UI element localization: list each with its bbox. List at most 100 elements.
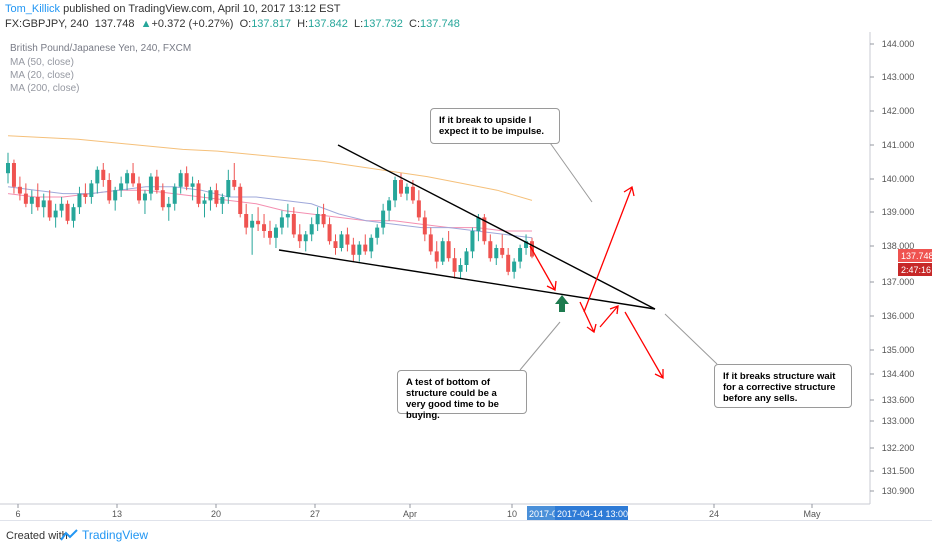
candle-body: [279, 217, 284, 228]
ma20-line: [7, 186, 533, 239]
countdown-tag: [898, 263, 932, 276]
candle-body: [113, 190, 118, 201]
grid: [0, 32, 932, 520]
crosshair-time-tag: 2017-0 2017-04-14 13:00:00: [527, 506, 641, 520]
candle-body: [262, 224, 267, 231]
projection-arrow-retest[interactable]: [599, 305, 619, 328]
last-price-tag-text: 137.748: [901, 251, 932, 261]
candle-body: [184, 173, 189, 187]
arrowhead: [609, 305, 619, 315]
tradingview-logo-icon: [60, 529, 78, 541]
projection-arrow-break-down[interactable]: [579, 301, 595, 333]
candle-body: [17, 186, 22, 194]
candle-body: [273, 227, 278, 238]
candle-body: [208, 190, 213, 201]
candle-body: [59, 203, 64, 211]
open-value: 137.817: [251, 18, 291, 30]
candle-body: [500, 248, 505, 255]
candle-body: [148, 176, 153, 194]
candle-body: [190, 183, 195, 187]
candle-body: [160, 190, 165, 208]
trendline-drawings[interactable]: [278, 139, 718, 371]
projection-arrow-final-down[interactable]: [624, 311, 664, 379]
buy-arrow-icon: [555, 295, 569, 312]
candle-body: [470, 231, 475, 252]
time-axis[interactable]: 6 13 20 27 Apr 10 24 May: [15, 504, 821, 519]
price-chart[interactable]: 144.000 143.000 142.000 141.000 140.000 139.0…: [0, 32, 932, 520]
time-tick-label: 10: [507, 509, 517, 519]
brand-label: TradingView: [82, 528, 149, 542]
up-arrow-icon: ▲: [140, 18, 152, 30]
candle-body: [458, 265, 463, 272]
price-tick-label: 135.000: [882, 345, 915, 355]
candle-body: [238, 186, 243, 214]
projection-arrows[interactable]: [529, 185, 664, 380]
candle-body: [95, 169, 100, 184]
candle-body: [29, 197, 34, 204]
candle-body: [291, 214, 296, 235]
candle-body: [416, 200, 421, 218]
candle-body: [333, 241, 338, 248]
price-axis[interactable]: 144.000 143.000 142.000 141.000 140.000 139.0…: [870, 39, 914, 496]
candle-body: [214, 190, 219, 204]
low-label: L:: [353, 18, 364, 30]
crosshair-date-partial: 2017-0: [529, 509, 557, 519]
callout-breaks[interactable]: If it breaks structure wait for a correc…: [714, 364, 852, 408]
candle-body: [512, 261, 517, 272]
candle-body: [309, 224, 314, 235]
candle-body: [464, 251, 469, 265]
time-tick-label: 27: [310, 509, 320, 519]
projection-arrow-down-to-support[interactable]: [529, 245, 556, 291]
candle-body: [476, 217, 481, 231]
price-tick-label: 139.000: [882, 207, 915, 217]
price-tags: 137.748 2:47:16: [898, 249, 932, 276]
projection-arrow-upside[interactable]: [583, 186, 633, 313]
candle-body: [404, 186, 409, 194]
upper-trendline[interactable]: [337, 144, 656, 310]
price-tick-label: 130.900: [882, 486, 915, 496]
footer: Created with TradingView: [0, 520, 932, 551]
tradingview-link[interactable]: TradingView: [60, 528, 148, 542]
legend-ma20[interactable]: MA (20, close): [10, 70, 74, 81]
last-price: 137.748: [94, 18, 135, 30]
candle-body: [494, 248, 499, 259]
legend-ma200[interactable]: MA (200, close): [10, 83, 80, 94]
candle-body: [375, 227, 380, 238]
candle-body: [47, 200, 52, 218]
ma200-line: [7, 135, 533, 201]
callout-upside[interactable]: If it break to upside I expect it to be …: [430, 108, 560, 144]
price-tick-label: 133.600: [882, 395, 915, 405]
candle-body: [482, 217, 487, 242]
symbol-label: FX:GBPJPY, 240: [5, 18, 89, 30]
created-with-label: Created with: [6, 530, 68, 542]
crosshair-datetime: 2017-04-14 13:00:00: [557, 509, 641, 519]
candle-body: [11, 163, 16, 187]
candle-body: [363, 244, 368, 252]
candle-body: [410, 186, 415, 201]
candle-body: [452, 258, 457, 272]
legend-ma50[interactable]: MA (50, close): [10, 57, 74, 68]
price-tick-label: 137.000: [882, 277, 915, 287]
candle-body: [434, 251, 439, 262]
candle-body: [256, 220, 261, 225]
candle-body: [387, 200, 392, 211]
lower-trendline[interactable]: [278, 249, 656, 310]
time-tick-label: May: [803, 509, 821, 519]
callout-pointer-upside: [547, 139, 593, 203]
candle-body: [524, 241, 529, 248]
callout-pointer-test: [519, 321, 561, 371]
author-link[interactable]: Tom_Killick: [5, 3, 61, 15]
candle-body: [446, 241, 451, 259]
candle-body: [178, 173, 183, 187]
low-value: 137.732: [363, 18, 403, 30]
price-tick-label: 138.000: [882, 241, 915, 251]
callout-test-bottom[interactable]: A test of bottom of structure could be a…: [397, 370, 527, 421]
candle-body: [232, 180, 237, 187]
publish-line: Tom_Killick published on TradingView.com…: [5, 3, 341, 15]
close-value: 137.748: [420, 18, 460, 30]
price-tick-label: 140.000: [882, 174, 915, 184]
price-tick-label: 136.000: [882, 311, 915, 321]
price-tick-label: 132.200: [882, 443, 915, 453]
candle-body: [399, 180, 403, 194]
candle-body: [327, 224, 332, 242]
